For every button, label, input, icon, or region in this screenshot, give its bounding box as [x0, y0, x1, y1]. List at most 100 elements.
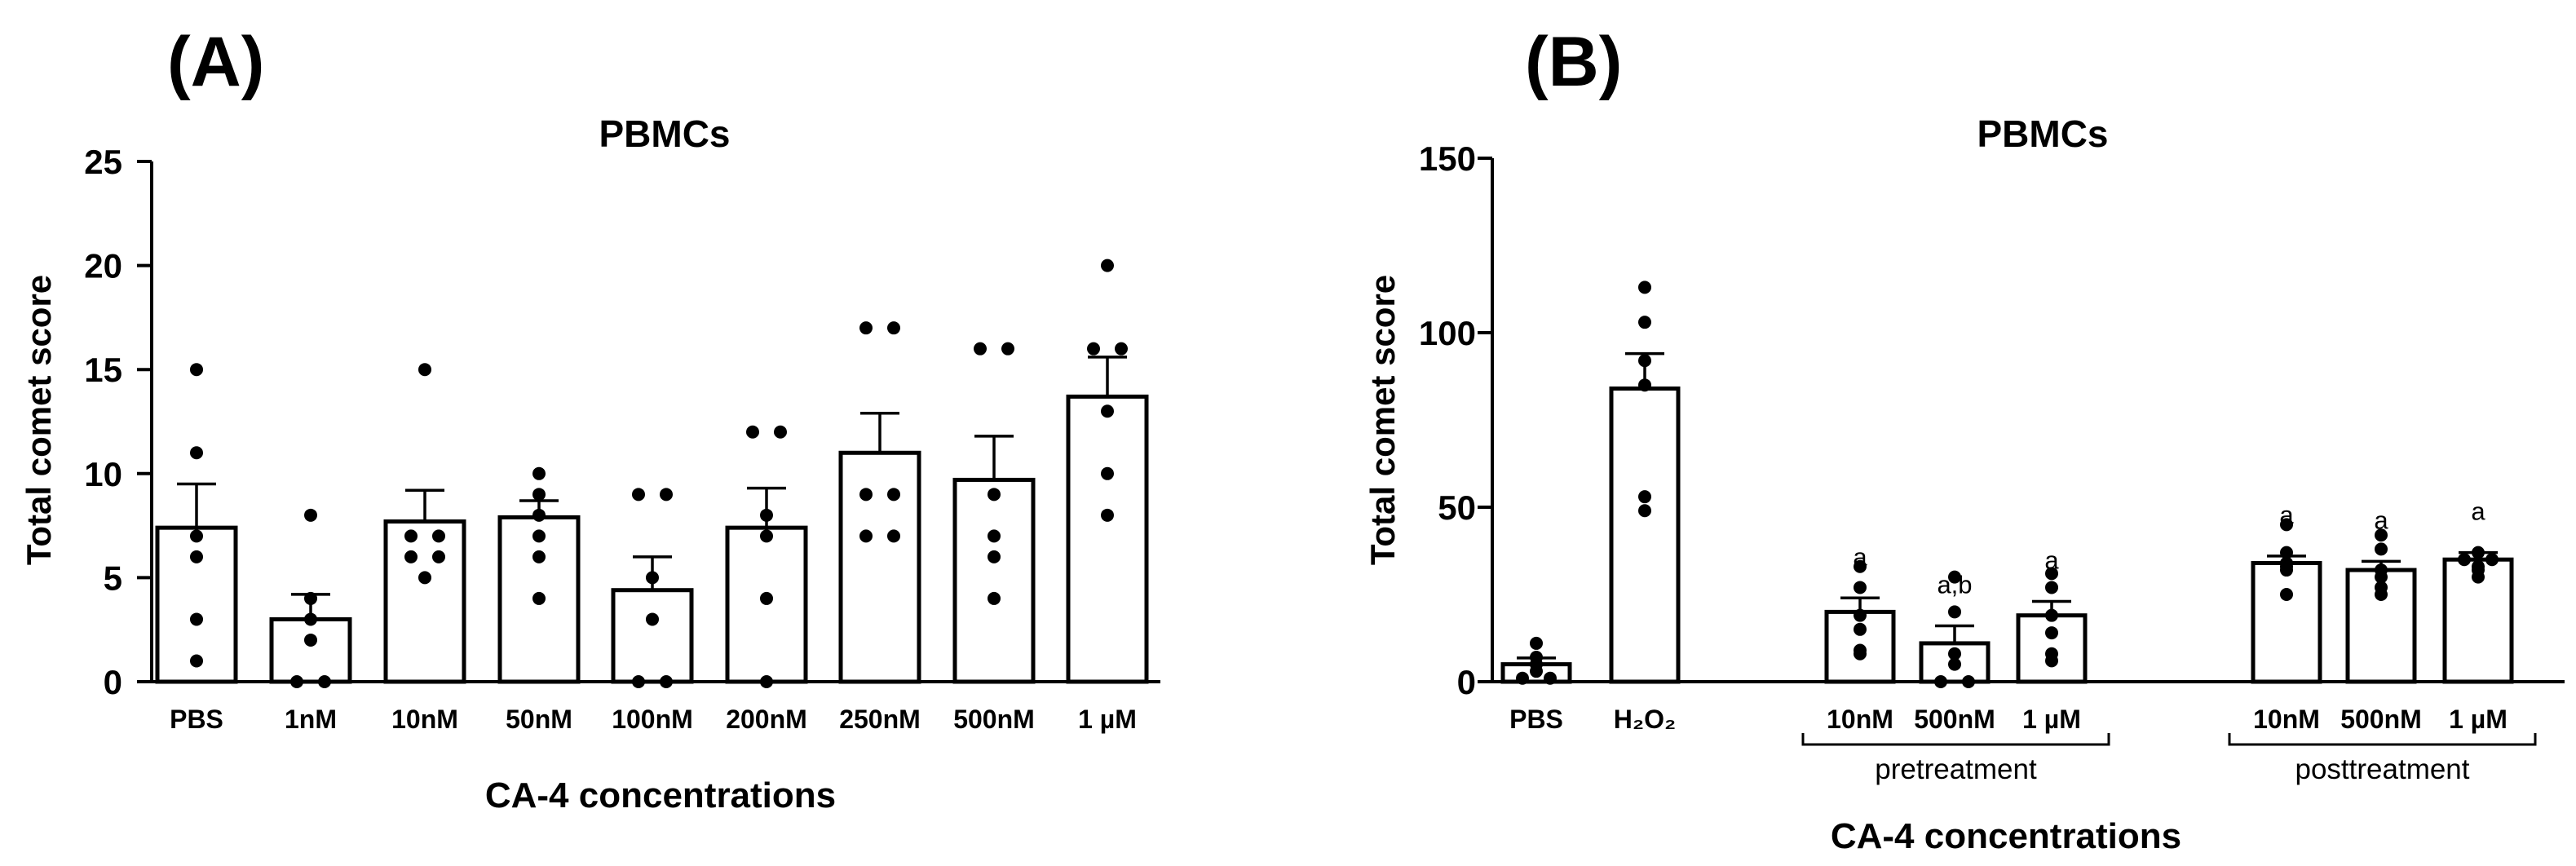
panel-a-data-point	[532, 488, 546, 501]
panel-b-significance-label: a	[2044, 546, 2059, 575]
panel-b-data-point	[1948, 605, 1961, 619]
panel-a-data-point	[304, 508, 317, 522]
panel-a-data-point	[190, 612, 203, 626]
panel-b-significance-label: a	[2471, 497, 2485, 526]
panel-a-y-tick-label: 20	[84, 247, 122, 285]
panel-a-data-point	[1087, 342, 1100, 356]
panel-b-group-label: posttreatment	[2295, 753, 2470, 785]
panel-b-bar	[2251, 560, 2322, 684]
panel-b-data-point	[2045, 581, 2058, 594]
panel-b-data-point	[2045, 654, 2058, 668]
panel-b-data-point	[1854, 608, 1867, 622]
panel-a-data-point	[290, 675, 303, 688]
panel-b-bar	[1609, 386, 1681, 684]
panel-a-data-point	[760, 508, 773, 522]
panel-a-y-tick-label: 10	[84, 455, 122, 493]
panel-b-y-tick-label: 0	[1457, 663, 1476, 701]
panel-b-x-tick-label: 500nM	[1914, 705, 1995, 734]
panel-b-data-point	[2458, 553, 2471, 567]
panel-b-data-point	[2472, 570, 2485, 584]
panel-a-bar	[1066, 394, 1149, 684]
panel-b-data-point	[1638, 490, 1651, 504]
panel-a-data-point	[859, 529, 873, 543]
panel-a-bar	[952, 477, 1036, 684]
panel-a-x-tick-label: 250nM	[839, 705, 921, 734]
panel-a-data-point	[532, 591, 546, 605]
panel-a-data-point	[760, 675, 773, 688]
panel-a-data-point	[1101, 508, 1114, 522]
panel-b-title: PBMCs	[1977, 113, 2108, 155]
panel-a-label: (A)	[167, 23, 264, 101]
panel-a-x-axis-label: CA-4 concentrations	[485, 775, 836, 815]
panel-b-significance-label: a	[2374, 506, 2388, 534]
panel-b-x-tick-label: 10nM	[2253, 705, 2320, 734]
panel-a-data-point	[887, 321, 900, 335]
panel-b-data-point	[2280, 546, 2293, 559]
panel-a-data-point	[887, 529, 900, 543]
panel-b-data-point	[1544, 671, 1557, 685]
panel-b-group-label: pretreatment	[1875, 753, 2037, 785]
panel-a-x-tick-label: 10nM	[391, 705, 458, 734]
panel-a-data-point	[404, 550, 418, 563]
panel-a-bar	[383, 519, 466, 684]
panel-b-data-point	[2280, 518, 2293, 532]
panel-a-data-point	[646, 612, 659, 626]
panel-b-data-point	[2375, 588, 2388, 601]
panel-b-x-axis-label: CA-4 concentrations	[1831, 816, 2181, 856]
panel-b-significance-label: a	[1853, 542, 1867, 571]
panel-a-data-point	[418, 571, 431, 585]
panel-a-data-point	[190, 529, 203, 543]
panel-b-data-point	[1638, 354, 1651, 368]
panel-a-data-point	[859, 488, 873, 501]
panel-b-data-point	[1854, 581, 1867, 594]
panel-b-y-axis-label: Total comet score	[1363, 275, 1402, 565]
panel-b-significance-label: a	[2279, 501, 2294, 529]
panel-a-data-point	[988, 488, 1001, 501]
panel-a-x-tick-label: 500nM	[953, 705, 1035, 734]
panel-a-x-tick-label: 100nM	[612, 705, 693, 734]
panel-a-data-point	[988, 550, 1001, 563]
panel-a-data-point	[859, 321, 873, 335]
panel-b-data-point	[1530, 636, 1543, 650]
panel-a-data-point	[660, 488, 673, 501]
panel-b-data-point	[1530, 665, 1543, 678]
panel-a-data-point	[1001, 342, 1014, 356]
panel-a-y-tick-label: 5	[104, 559, 122, 597]
panel-b-x-tick-label: 10nM	[1827, 705, 1893, 734]
panel-a-data-point	[190, 363, 203, 377]
panel-b-group-bracket	[1801, 733, 2110, 746]
panel-a-data-point	[887, 488, 900, 501]
panel-a-data-point	[660, 675, 673, 688]
panel-b-data-point	[2472, 546, 2485, 559]
panel-b-data-point	[1948, 657, 1961, 671]
panel-b-data-point	[2280, 563, 2293, 577]
panel-a-x-tick-label: 50nM	[506, 705, 572, 734]
panel-a-data-point	[988, 529, 1001, 543]
panel-b-significance-label: a,b	[1937, 571, 1972, 599]
panel-a-data-point	[190, 550, 203, 563]
panel-a-data-point	[304, 591, 317, 605]
panel-b-data-point	[1854, 647, 1867, 661]
panel-b-data-point	[1638, 281, 1651, 294]
panel-b-data-point	[2045, 608, 2058, 622]
panel-b-x-tick-label: 1 µM	[2449, 705, 2508, 734]
panel-b-y-tick-label: 50	[1438, 488, 1476, 527]
panel-a-y-tick-label: 25	[84, 143, 122, 181]
panel-a-y-tick-label: 15	[84, 351, 122, 389]
panel-a-data-point	[418, 363, 431, 377]
panel-a-data-point	[632, 675, 645, 688]
panel-a-data-point	[1101, 404, 1114, 418]
panel-b-y-tick-label: 100	[1419, 314, 1476, 352]
panel-a-plot: 0 5 10 15 20 25 PBS 1nM 10nM 50nM 100nM 200nM 250nM 5…	[84, 143, 1160, 734]
panel-a-data-point	[432, 550, 445, 563]
panel-a-bar	[269, 616, 352, 684]
panel-a-y-axis-label: Total comet score	[20, 275, 58, 565]
panel-a-data-point	[1101, 466, 1114, 480]
panel-a-bar	[838, 450, 921, 684]
panel-a-data-point	[746, 425, 759, 439]
panel-b-plot: 0 50 100 150 PBS H₂O₂ 10nM a 500nM a,b 1 µM a 10nM a 5…	[1419, 139, 2565, 785]
panel-b-data-point	[1638, 504, 1651, 518]
panel-a-data-point	[532, 550, 546, 563]
panel-a-data-point	[190, 654, 203, 668]
